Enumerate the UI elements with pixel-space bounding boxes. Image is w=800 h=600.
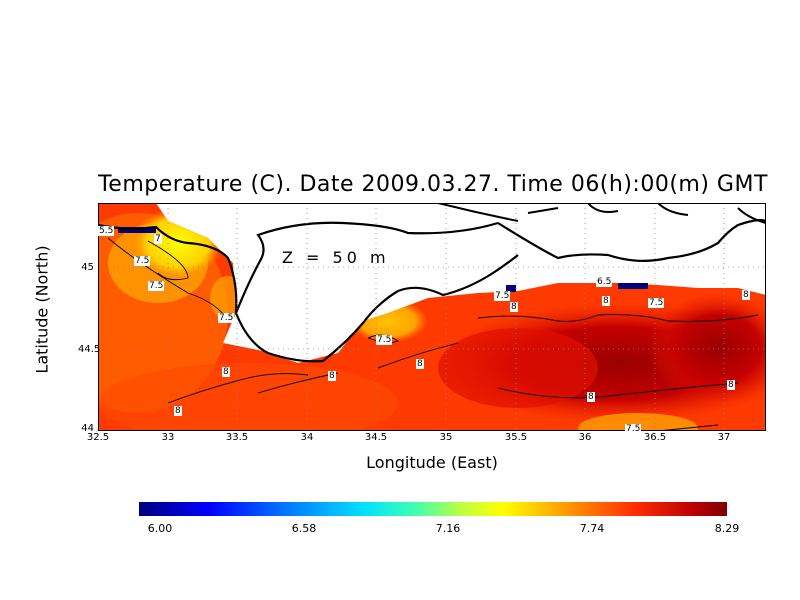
y-axis-label: Latitude (North) xyxy=(32,245,52,374)
coastline xyxy=(98,219,766,314)
grid xyxy=(98,203,766,431)
map-frame xyxy=(98,203,766,431)
temperature-gradient xyxy=(98,208,766,431)
contour-lines xyxy=(107,237,759,431)
cold-patch-east xyxy=(618,283,648,289)
contour-label: 7.5 xyxy=(625,424,642,434)
contour-label: 8 xyxy=(416,359,424,369)
contour-label: 8 xyxy=(587,392,595,402)
x-tick-label: 33 xyxy=(161,432,175,443)
temperature-map xyxy=(98,203,766,431)
contour-label: 8 xyxy=(510,302,518,312)
x-axis-label: Longitude (East) xyxy=(366,453,498,472)
y-tick-label: 44.5 xyxy=(78,344,101,355)
x-tick-label: 34 xyxy=(300,432,314,443)
colorbar-label: 8.29 xyxy=(714,522,740,535)
contour-label: 7.5 xyxy=(494,291,511,301)
chart-title: Temperature (C). Date 2009.03.27. Time 0… xyxy=(98,172,768,197)
colorbar-label: 7.16 xyxy=(435,522,461,535)
contour-label: 7.5 xyxy=(148,281,165,291)
colorbar xyxy=(139,502,727,516)
x-tick-label: 37 xyxy=(717,432,731,443)
contour-label: 7.5 xyxy=(218,313,235,323)
y-tick-label: 45 xyxy=(81,262,94,273)
y-tick-label: 44 xyxy=(81,423,94,434)
contour-label: 8 xyxy=(602,296,610,306)
contour-label: 8 xyxy=(222,367,230,377)
depth-label: Z = 50 m xyxy=(282,248,390,267)
contour-label: 8 xyxy=(727,380,735,390)
contour-label: 5.5 xyxy=(98,226,115,236)
contour-label: 7.5 xyxy=(134,256,151,266)
colorbar-label: 7.74 xyxy=(579,522,605,535)
x-tick-label: 34.5 xyxy=(364,432,388,443)
colorbar-label: 6.00 xyxy=(147,522,173,535)
contour-label: 7 xyxy=(154,234,162,244)
contour-label: 6.5 xyxy=(596,277,613,287)
coastline-south xyxy=(234,290,399,363)
contour-label: 8 xyxy=(174,406,182,416)
contour-label: 7.5 xyxy=(648,298,665,308)
x-tick-label: 36 xyxy=(578,432,592,443)
x-tick-label: 36.5 xyxy=(643,432,667,443)
x-tick-label: 35 xyxy=(439,432,453,443)
contour-label: 7.5 xyxy=(376,335,393,345)
x-tick-label: 32.5 xyxy=(86,432,110,443)
contour-label: 8 xyxy=(328,371,336,381)
x-tick-label: 35.5 xyxy=(504,432,528,443)
x-tick-label: 33.5 xyxy=(225,432,249,443)
contour-label: 8 xyxy=(742,290,750,300)
colorbar-label: 6.58 xyxy=(291,522,317,535)
cold-patch-west xyxy=(118,227,156,233)
